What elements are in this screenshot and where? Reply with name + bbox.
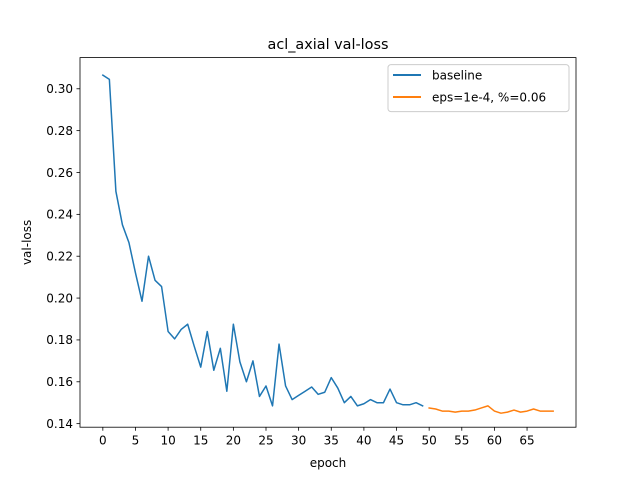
series-line-baseline	[101, 74, 424, 407]
x-tick-label: 25	[258, 434, 273, 448]
x-tick-label: 5	[132, 434, 140, 448]
x-tick-label: 60	[487, 434, 502, 448]
y-tick-label: 0.30	[46, 82, 73, 96]
y-tick-label: 0.18	[46, 333, 73, 347]
legend-label-baseline: baseline	[432, 68, 482, 82]
y-tick-label: 0.22	[46, 250, 73, 264]
x-tick-label: 20	[226, 434, 241, 448]
x-axis: 0 5 10 15 20 25 30 35 40 45 50 55 60 65	[99, 427, 535, 448]
legend-label-eps: eps=1e-4, %=0.06	[432, 90, 546, 104]
x-tick-label: 15	[193, 434, 208, 448]
y-tick-label: 0.26	[46, 166, 73, 180]
y-tick-label: 0.16	[46, 375, 73, 389]
plot-lines	[101, 74, 554, 414]
x-tick-label: 30	[291, 434, 306, 448]
chart-title: acl_axial val-loss	[268, 37, 389, 53]
x-tick-label: 10	[160, 434, 175, 448]
x-tick-label: 45	[389, 434, 404, 448]
x-tick-label: 65	[519, 434, 534, 448]
x-tick-label: 35	[324, 434, 339, 448]
y-axis-label: val-loss	[20, 220, 34, 265]
y-tick-label: 0.14	[46, 417, 73, 431]
x-tick-label: 40	[356, 434, 371, 448]
legend-box	[387, 64, 570, 113]
x-tick-label: 55	[454, 434, 469, 448]
legend: baseline eps=1e-4, %=0.06	[387, 64, 570, 113]
plot-area-frame	[79, 57, 577, 428]
y-tick-label: 0.28	[46, 124, 73, 138]
x-tick-label: 50	[422, 434, 437, 448]
y-tick-label: 0.24	[46, 208, 73, 222]
y-tick-label: 0.20	[46, 291, 73, 305]
x-axis-label: epoch	[310, 456, 347, 470]
x-tick-label: 0	[99, 434, 107, 448]
series-line-eps	[428, 405, 554, 414]
y-axis: 0.14 0.16 0.18 0.20 0.22 0.24 0.26 0.28 0.30	[46, 82, 80, 431]
